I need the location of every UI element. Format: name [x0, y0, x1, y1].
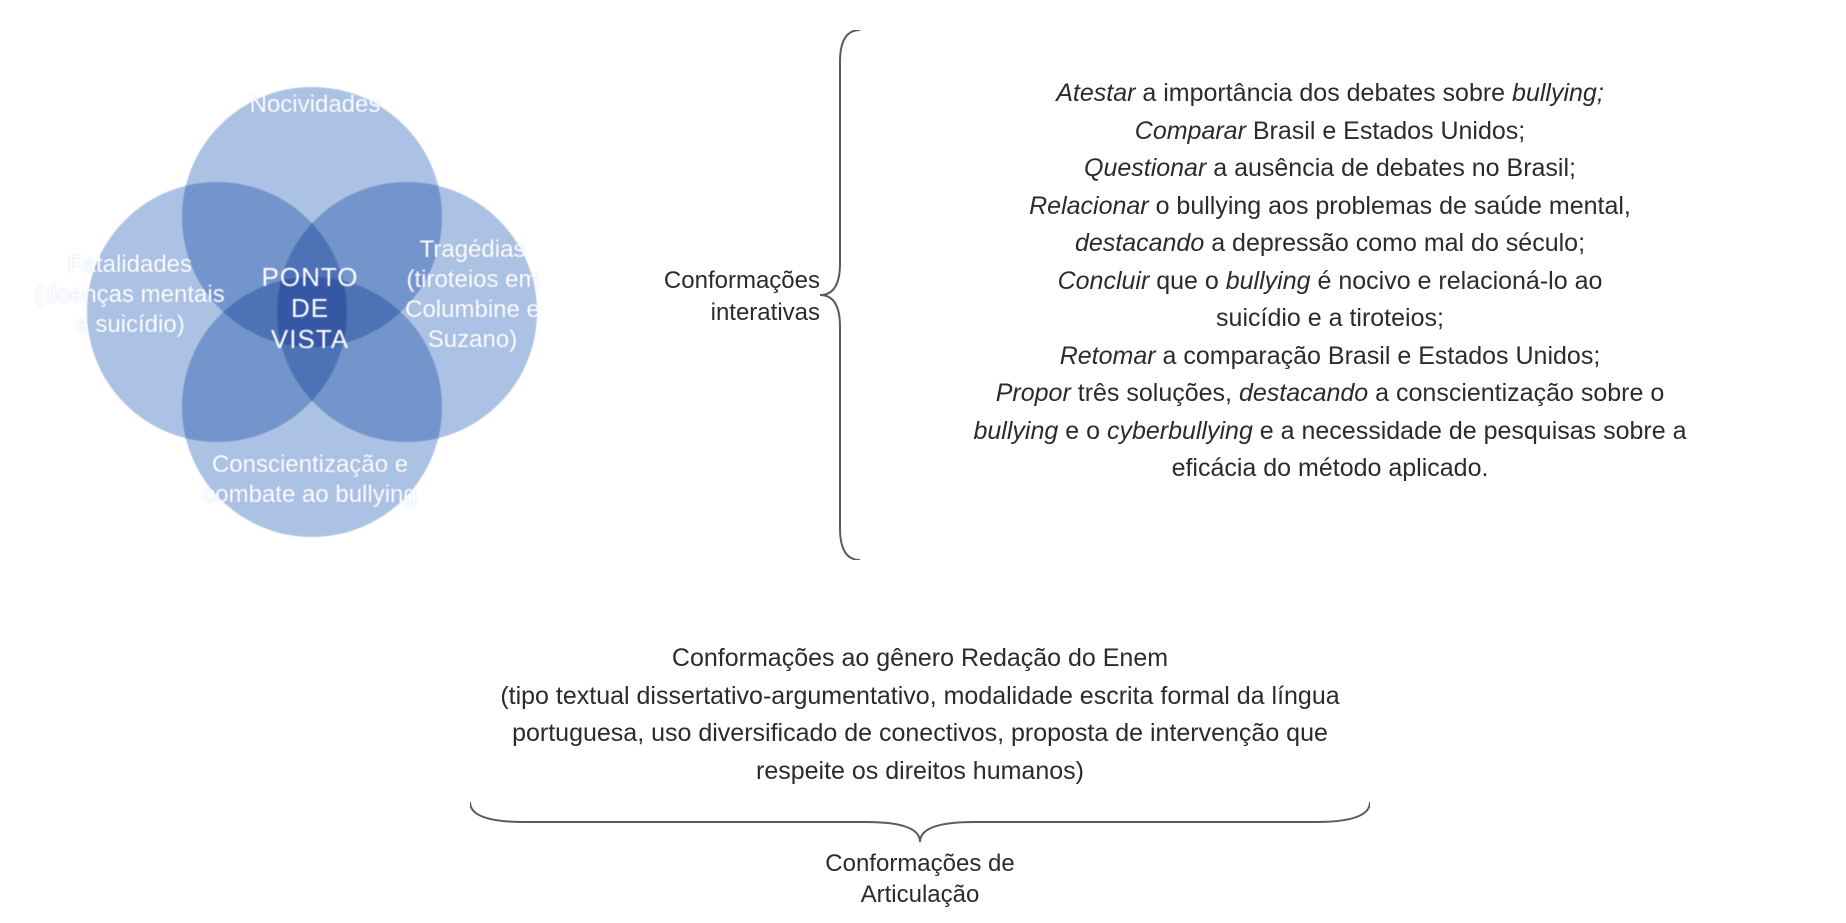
- articulacao-body-l1: (tipo textual dissertativo-argumentativo…: [500, 682, 1339, 710]
- venn-center-l3: VISTA: [271, 324, 349, 354]
- interativas-text-span: bullying: [974, 417, 1059, 445]
- interativas-block: Conformações interativas Atestar a impor…: [670, 30, 1800, 560]
- interativas-line: Propor três soluções, destacando a consc…: [880, 375, 1780, 413]
- venn-label-left: Fatalidades (doenças mentais e suicídio): [25, 250, 235, 340]
- brace-left-icon: [820, 30, 860, 560]
- interativas-text-span: Retomar: [1060, 342, 1156, 370]
- interativas-line: bullying e o cyberbullying e a necessida…: [880, 413, 1780, 451]
- interativas-text: Atestar a importância dos debates sobre …: [880, 75, 1780, 488]
- interativas-text-span: Questionar: [1084, 154, 1206, 182]
- venn-label-left-l2: (doenças mentais: [35, 281, 224, 308]
- venn-label-right-l3: Columbine e: [405, 296, 540, 323]
- interativas-line: Relacionar o bullying aos problemas de s…: [880, 188, 1780, 226]
- interativas-text-span: Concluir: [1058, 267, 1150, 295]
- interativas-text-span: a comparação Brasil e Estados Unidos;: [1156, 342, 1601, 370]
- interativas-text-span: a importância dos debates sobre: [1135, 79, 1512, 107]
- venn-label-top-text: Nocividades: [250, 91, 381, 118]
- interativas-text-span: eficácia do método aplicado.: [1172, 454, 1489, 482]
- interativas-text-span: que o: [1149, 267, 1225, 295]
- articulacao-block: Conformações ao gênero Redação do Enem (…: [340, 640, 1500, 910]
- venn-label-right: Tragédias (tiroteios em Columbine e Suza…: [375, 235, 570, 355]
- venn-center-label: PONTO DE VISTA: [240, 262, 380, 355]
- interativas-text-span: e a necessidade de pesquisas sobre a: [1253, 417, 1687, 445]
- interativas-text-span: suicídio e a tiroteios;: [1216, 304, 1444, 332]
- interativas-line: Atestar a importância dos debates sobre …: [880, 75, 1780, 113]
- venn-label-bottom: Conscientização e combate ao bullying: [180, 450, 440, 510]
- articulacao-heading: Conformações ao gênero Redação do Enem: [672, 644, 1168, 672]
- interativas-line: eficácia do método aplicado.: [880, 450, 1780, 488]
- interativas-label-l2: interativas: [711, 299, 820, 326]
- interativas-text-span: bullying;: [1512, 79, 1604, 107]
- venn-label-left-l1: Fatalidades: [68, 251, 192, 278]
- venn-diagram: Nocividades Fatalidades (doenças mentais…: [30, 20, 590, 580]
- interativas-text-span: destacando: [1075, 229, 1204, 257]
- interativas-text-span: é nocivo e relacioná-lo ao: [1311, 267, 1603, 295]
- interativas-text-span: o bullying aos problemas de saúde mental…: [1149, 192, 1631, 220]
- venn-label-right-l2: (tiroteios em: [406, 266, 538, 293]
- articulacao-label-l2: Articulação: [861, 881, 980, 908]
- venn-label-right-l4: Suzano): [428, 326, 517, 353]
- interativas-text-span: Relacionar: [1029, 192, 1149, 220]
- interativas-text-span: e o: [1058, 417, 1107, 445]
- interativas-text-span: destacando: [1239, 379, 1368, 407]
- venn-label-top: Nocividades: [240, 90, 390, 120]
- interativas-line: suicídio e a tiroteios;: [880, 300, 1780, 338]
- articulacao-body-l2: portuguesa, uso diversificado de conecti…: [512, 719, 1328, 747]
- interativas-text-span: Brasil e Estados Unidos;: [1246, 117, 1525, 145]
- diagram-canvas: Nocividades Fatalidades (doenças mentais…: [0, 0, 1846, 923]
- interativas-line: Concluir que o bullying é nocivo e relac…: [880, 263, 1780, 301]
- interativas-text-span: a conscientização sobre o: [1368, 379, 1664, 407]
- interativas-line: Questionar a ausência de debates no Bras…: [880, 150, 1780, 188]
- venn-label-right-l1: Tragédias: [420, 236, 526, 263]
- interativas-line: destacando a depressão como mal do sécul…: [880, 225, 1780, 263]
- articulacao-body-l3: respeite os direitos humanos): [756, 757, 1084, 785]
- interativas-text-span: bullying: [1226, 267, 1311, 295]
- interativas-line: Retomar a comparação Brasil e Estados Un…: [880, 338, 1780, 376]
- interativas-label-l1: Conformações: [664, 267, 820, 294]
- brace-bottom-icon: [470, 802, 1370, 842]
- interativas-label: Conformações interativas: [650, 265, 820, 330]
- venn-center-l2: DE: [291, 293, 329, 323]
- articulacao-text: Conformações ao gênero Redação do Enem (…: [340, 640, 1500, 790]
- interativas-text-span: a ausência de debates no Brasil;: [1206, 154, 1576, 182]
- interativas-text-span: Comparar: [1135, 117, 1246, 145]
- interativas-text-span: cyberbullying: [1107, 417, 1253, 445]
- articulacao-label: Conformações de Articulação: [340, 848, 1500, 910]
- interativas-text-span: a depressão como mal do século;: [1204, 229, 1585, 257]
- venn-center-l1: PONTO: [262, 262, 359, 292]
- interativas-line: Comparar Brasil e Estados Unidos;: [880, 113, 1780, 151]
- venn-label-bottom-l2: combate ao bullying: [203, 481, 416, 508]
- venn-label-left-l3: e suicídio): [75, 311, 184, 338]
- interativas-text-span: Propor: [996, 379, 1071, 407]
- venn-label-bottom-l1: Conscientização e: [212, 451, 408, 478]
- interativas-text-span: Atestar: [1056, 79, 1135, 107]
- articulacao-label-l1: Conformações de: [825, 850, 1014, 877]
- interativas-text-span: três soluções,: [1071, 379, 1239, 407]
